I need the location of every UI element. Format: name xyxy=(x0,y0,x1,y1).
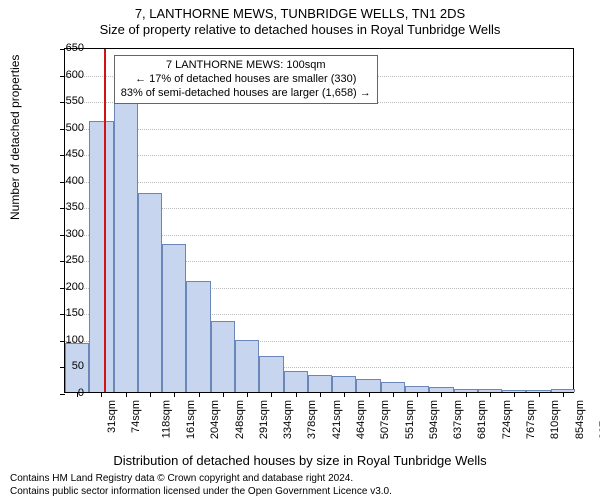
histogram-bar xyxy=(332,376,356,392)
chart-plot-area: 7 LANTHORNE MEWS: 100sqm← 17% of detache… xyxy=(64,48,574,393)
x-tick-label: 637sqm xyxy=(452,400,464,439)
x-tick-label: 854sqm xyxy=(574,400,586,439)
x-tick-label: 378sqm xyxy=(307,400,319,439)
x-tick-mark xyxy=(539,392,540,397)
x-tick-mark xyxy=(271,392,272,397)
histogram-bar xyxy=(114,92,138,392)
histogram-bar xyxy=(162,244,186,392)
histogram-bar xyxy=(259,356,283,392)
x-tick-mark xyxy=(369,392,370,397)
x-tick-label: 204sqm xyxy=(209,400,221,439)
histogram-bar xyxy=(186,281,210,392)
x-tick-mark xyxy=(441,392,442,397)
y-tick-label: 100 xyxy=(44,334,84,346)
x-axis-label: Distribution of detached houses by size … xyxy=(0,453,600,468)
y-tick-label: 150 xyxy=(44,307,84,319)
x-tick-mark xyxy=(320,392,321,397)
y-tick-label: 350 xyxy=(44,201,84,213)
y-tick-label: 0 xyxy=(44,387,84,399)
x-tick-label: 74sqm xyxy=(130,400,142,433)
property-marker-line xyxy=(104,49,106,392)
x-tick-label: 161sqm xyxy=(185,400,197,439)
attribution-footer: Contains HM Land Registry data © Crown c… xyxy=(10,473,392,498)
histogram-bar xyxy=(138,193,162,392)
x-tick-mark xyxy=(101,392,102,397)
x-tick-label: 767sqm xyxy=(525,400,537,439)
histogram-bar xyxy=(211,321,235,392)
x-tick-label: 421sqm xyxy=(331,400,343,439)
x-tick-label: 464sqm xyxy=(355,400,367,439)
gridline xyxy=(65,182,573,183)
x-tick-label: 681sqm xyxy=(477,400,489,439)
x-tick-mark xyxy=(514,392,515,397)
x-tick-mark xyxy=(223,392,224,397)
x-tick-mark xyxy=(466,392,467,397)
y-tick-label: 600 xyxy=(44,69,84,81)
y-tick-label: 650 xyxy=(44,42,84,54)
title-line-2: Size of property relative to detached ho… xyxy=(0,22,600,38)
callout-line3: 83% of semi-detached houses are larger (… xyxy=(121,87,371,101)
x-tick-label: 248sqm xyxy=(234,400,246,439)
y-tick-label: 50 xyxy=(44,360,84,372)
x-tick-mark xyxy=(247,392,248,397)
x-tick-mark xyxy=(174,392,175,397)
x-tick-label: 507sqm xyxy=(379,400,391,439)
x-tick-mark xyxy=(417,392,418,397)
histogram-bar xyxy=(284,371,308,392)
footer-line-1: Contains HM Land Registry data © Crown c… xyxy=(10,473,392,486)
gridline xyxy=(65,155,573,156)
histogram-bar xyxy=(356,379,380,392)
x-tick-mark xyxy=(563,392,564,397)
property-callout: 7 LANTHORNE MEWS: 100sqm← 17% of detache… xyxy=(114,55,378,104)
y-tick-label: 500 xyxy=(44,122,84,134)
x-tick-label: 291sqm xyxy=(258,400,270,439)
y-tick-label: 300 xyxy=(44,228,84,240)
x-tick-label: 118sqm xyxy=(160,400,172,438)
x-tick-mark xyxy=(126,392,127,397)
x-tick-label: 31sqm xyxy=(106,400,118,433)
x-tick-label: 594sqm xyxy=(428,400,440,439)
title-block: 7, LANTHORNE MEWS, TUNBRIDGE WELLS, TN1 … xyxy=(0,0,600,39)
callout-line2: ← 17% of detached houses are smaller (33… xyxy=(121,73,371,87)
x-tick-label: 810sqm xyxy=(549,400,561,439)
x-tick-mark xyxy=(296,392,297,397)
x-tick-label: 551sqm xyxy=(404,400,416,439)
histogram-bar xyxy=(308,375,332,392)
x-tick-label: 724sqm xyxy=(501,400,513,439)
title-line-1: 7, LANTHORNE MEWS, TUNBRIDGE WELLS, TN1 … xyxy=(0,6,600,22)
gridline xyxy=(65,129,573,130)
x-tick-mark xyxy=(199,392,200,397)
y-tick-label: 400 xyxy=(44,175,84,187)
histogram-bar xyxy=(235,340,259,392)
callout-line1: 7 LANTHORNE MEWS: 100sqm xyxy=(121,59,371,73)
y-tick-label: 550 xyxy=(44,95,84,107)
x-tick-mark xyxy=(393,392,394,397)
y-tick-label: 250 xyxy=(44,254,84,266)
x-tick-mark xyxy=(344,392,345,397)
y-tick-label: 200 xyxy=(44,281,84,293)
histogram-bar xyxy=(381,382,405,392)
y-tick-label: 450 xyxy=(44,148,84,160)
x-tick-mark xyxy=(150,392,151,397)
y-axis-label: Number of detached properties xyxy=(8,55,22,220)
footer-line-2: Contains public sector information licen… xyxy=(10,486,392,499)
x-tick-label: 334sqm xyxy=(282,400,294,439)
x-tick-mark xyxy=(490,392,491,397)
histogram-bar xyxy=(89,121,113,392)
